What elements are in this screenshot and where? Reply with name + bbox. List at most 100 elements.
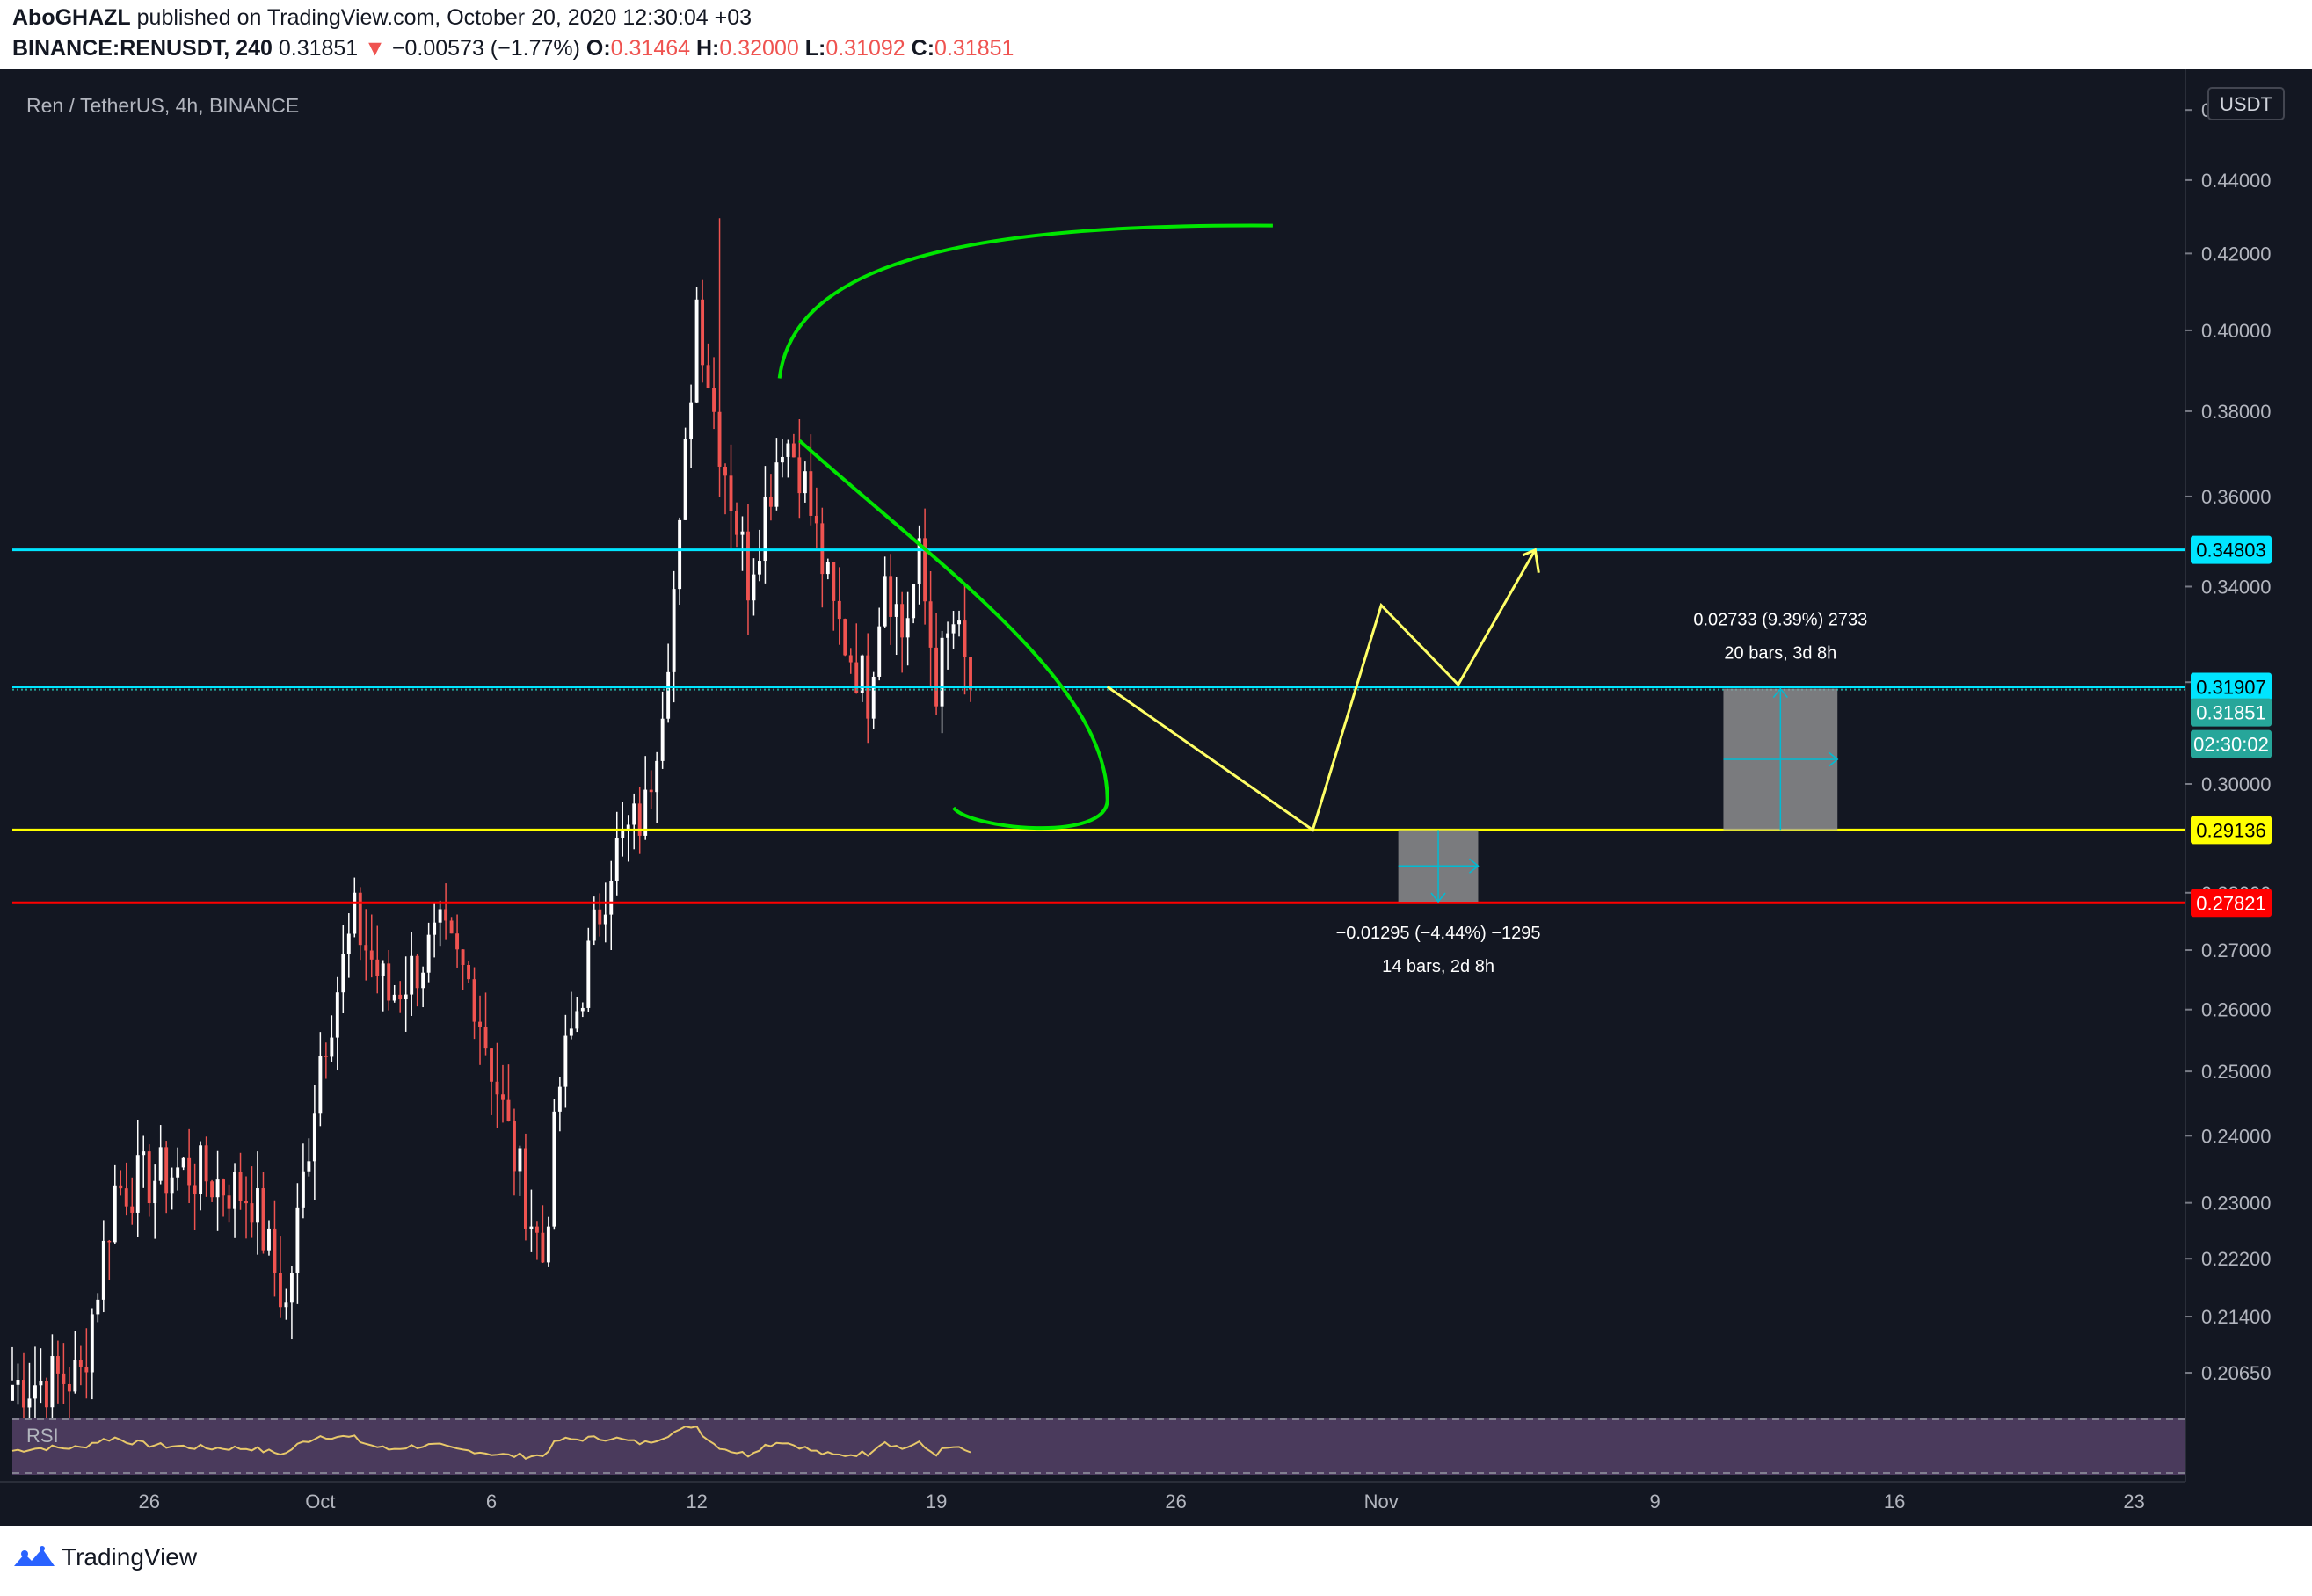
low-label: L: (804, 36, 826, 61)
candle-body (244, 1201, 248, 1204)
candle-body (250, 1203, 254, 1223)
candle-body (609, 881, 614, 915)
tradingview-brand[interactable]: TradingView (62, 1543, 198, 1571)
candle-body (740, 531, 745, 535)
open-value: 0.31464 (610, 36, 691, 61)
time-tick-label: 19 (926, 1491, 947, 1513)
rsi-pane[interactable] (12, 1418, 2185, 1475)
last-price: 0.31851 (278, 36, 359, 61)
candle-body (392, 994, 396, 1001)
candle-body (73, 1360, 77, 1392)
candle-body (39, 1381, 43, 1386)
candle-body (917, 538, 921, 584)
candle-body (187, 1157, 192, 1186)
candle-body (780, 456, 784, 463)
candle-body (614, 838, 619, 881)
green-arc-drawing[interactable] (777, 223, 1273, 379)
candle-body (27, 1398, 32, 1408)
candle-body (318, 1056, 323, 1114)
candle-body (501, 1094, 505, 1100)
candle-body (563, 1035, 568, 1087)
candle-body (295, 1207, 300, 1273)
candle-body (569, 1028, 573, 1036)
level-price-tag (2191, 672, 2272, 701)
candle-body (227, 1195, 231, 1209)
candle-body (643, 789, 648, 836)
candle-body (16, 1380, 20, 1385)
candle-body (222, 1179, 226, 1196)
candle-body (546, 1226, 550, 1263)
low-value: 0.31092 (825, 36, 905, 61)
candle-body (119, 1185, 123, 1189)
currency-button[interactable] (2207, 87, 2285, 120)
candle-body (273, 1228, 277, 1273)
candle-body (301, 1171, 305, 1208)
candle-body (934, 647, 939, 707)
candle-body (832, 562, 836, 601)
candle-body (632, 803, 636, 825)
chart-footer: TradingView (0, 1526, 2312, 1596)
price-chart[interactable]: 0.460000.440000.420000.400000.380000.360… (0, 69, 2312, 1526)
level-price-label: 0.27821 (2196, 892, 2266, 914)
candle-body (763, 497, 767, 562)
time-tick-label: 26 (1165, 1491, 1186, 1513)
symbol-label[interactable]: BINANCE:RENUSDT, 240 (12, 36, 273, 61)
candle-body (843, 619, 847, 656)
ohlc-line: BINANCE:RENUSDT, 240 0.31851 ▼ −0.00573 … (12, 36, 1014, 62)
candle-body (660, 718, 665, 761)
tradingview-logo-icon[interactable] (12, 1545, 56, 1571)
price-tick-label: 0.25000 (2201, 1061, 2272, 1083)
candle-body (398, 994, 403, 1000)
time-tick-label: 16 (1884, 1491, 1905, 1513)
candle-body (746, 531, 750, 601)
candle-body (729, 475, 733, 511)
candle-body (483, 1027, 488, 1049)
candle-body (672, 589, 676, 672)
candle-body (894, 604, 898, 617)
price-tick-label: 0.38000 (2201, 401, 2272, 423)
close-label: C: (911, 36, 935, 61)
candle-body (586, 940, 591, 1008)
candle-body (637, 803, 642, 836)
price-axis-panel[interactable] (2185, 69, 2312, 1526)
candle-body (312, 1113, 316, 1162)
candle-body (358, 892, 362, 946)
candle-body (199, 1145, 203, 1195)
candle-body (444, 909, 448, 921)
candle-body (575, 1011, 579, 1029)
measure-up-bars-label: 20 bars, 3d 8h (1724, 644, 1836, 664)
candle-body (518, 1148, 522, 1172)
projection-path[interactable] (1106, 548, 1537, 832)
candle-body (689, 402, 694, 439)
chart-background (0, 69, 2312, 1526)
open-label: O: (585, 36, 611, 61)
time-tick-label: 23 (2123, 1491, 2144, 1513)
candle-body (889, 576, 893, 617)
green-curve-drawing[interactable] (798, 439, 1109, 831)
author-name[interactable]: AboGHAZL (12, 5, 131, 30)
high-label: H: (696, 36, 720, 61)
candle-body (774, 462, 779, 507)
candle-body (848, 655, 853, 663)
measure-up-change-label: 0.02733 (9.39%) 2733 (1693, 611, 1867, 630)
measure-down-horizontal-arrow-icon (1468, 858, 1480, 874)
candle-body (267, 1228, 271, 1251)
candle-body (814, 515, 818, 524)
candle-body (11, 1384, 14, 1401)
candle-body (957, 620, 961, 625)
candle-body (256, 1188, 259, 1223)
price-tick-label: 0.34000 (2201, 576, 2272, 598)
candle-body (717, 411, 722, 467)
candle-body (381, 963, 385, 976)
price-tick-label: 0.24000 (2201, 1125, 2272, 1147)
candle-body (449, 920, 454, 934)
candle-body (346, 933, 351, 954)
candle-body (78, 1360, 83, 1367)
level-price-label: 0.34803 (2196, 540, 2266, 562)
level-price-label: 0.31907 (2196, 676, 2266, 698)
candle-body (289, 1273, 294, 1303)
candle-body (181, 1157, 185, 1168)
candle-body (592, 909, 596, 941)
candle-body (655, 760, 659, 793)
price-tick-label: 0.40000 (2201, 320, 2272, 342)
